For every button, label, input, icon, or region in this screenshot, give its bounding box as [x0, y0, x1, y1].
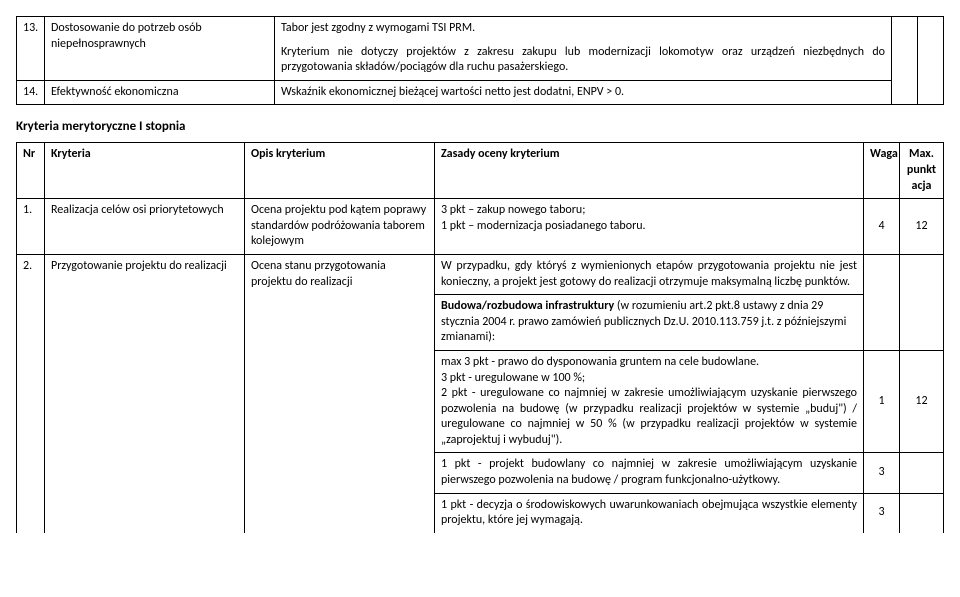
zasady-line: 2 pkt - uregulowane co najmniej w zakres… [441, 386, 857, 448]
header-nr: Nr [17, 143, 45, 199]
cell-zasady: 1 pkt - decyzja o środowiskowych uwarunk… [435, 493, 864, 533]
cell-zasady: 1 pkt - projekt budowlany co najmniej w … [435, 453, 864, 493]
cell-num: 13. [17, 17, 45, 81]
cell-name: Dostosowanie do potrzeb osób niepełnospr… [45, 17, 275, 81]
cell-name: Efektywność ekonomiczna [45, 80, 275, 105]
cell-zasady: max 3 pkt - prawo do dysponowania grunte… [435, 350, 864, 453]
cell-waga: 4 [864, 199, 900, 255]
zasady-line: max 3 pkt - prawo do dysponowania grunte… [441, 355, 857, 371]
cell-max [900, 453, 944, 493]
section-title: Kryteria merytoryczne I stopnia [16, 119, 944, 134]
cell-desc: Wskaźnik ekonomicznej bieżącej wartości … [275, 80, 892, 105]
header-max: Max. punkt acja [900, 143, 944, 199]
cell-waga [864, 254, 900, 350]
table-row: 1. Realizacja celów osi priorytetowych O… [17, 199, 944, 255]
cell-opis: Ocena stanu przygotowania projektu do re… [245, 254, 435, 532]
table-prerequisites: 13. Dostosowanie do potrzeb osób niepełn… [16, 16, 944, 105]
table-header-row: Nr Kryteria Opis kryterium Zasady oceny … [17, 143, 944, 199]
table-row: 2. Przygotowanie projektu do realizacji … [17, 254, 944, 294]
header-opis: Opis kryterium [245, 143, 435, 199]
cell-opis: Ocena projektu pod kątem poprawy standar… [245, 199, 435, 255]
cell-empty [892, 17, 918, 105]
header-zasady: Zasady oceny kryterium [435, 143, 864, 199]
header-kryteria: Kryteria [45, 143, 245, 199]
table-row: 13. Dostosowanie do potrzeb osób niepełn… [17, 17, 944, 81]
cell-zasady: W przypadku, gdy któryś z wymienionych e… [435, 254, 864, 294]
table-criteria: Nr Kryteria Opis kryterium Zasady oceny … [16, 142, 944, 532]
cell-max: 12 [900, 199, 944, 255]
cell-num: 1. [17, 199, 45, 255]
table-row: 14. Efektywność ekonomiczna Wskaźnik eko… [17, 80, 944, 105]
cell-max [900, 493, 944, 533]
cell-num: 2. [17, 254, 45, 532]
cell-empty [918, 17, 944, 105]
zasady-bold: Budowa/rozbudowa infrastruktury [441, 299, 614, 313]
zasady-line: 3 pkt - uregulowane w 100 %; [441, 371, 857, 387]
cell-num: 14. [17, 80, 45, 105]
cell-max [900, 254, 944, 350]
cell-waga: 3 [864, 453, 900, 493]
cell-max: 12 [900, 350, 944, 453]
cell-name: Przygotowanie projektu do realizacji [45, 254, 245, 532]
zasady-line: 3 pkt – zakup nowego taboru; [441, 203, 857, 219]
header-waga: Waga [864, 143, 900, 199]
cell-desc: Tabor jest zgodny z wymogami TSI PRM. Kr… [275, 17, 892, 81]
cell-zasady: 3 pkt – zakup nowego taboru; 1 pkt – mod… [435, 199, 864, 255]
cell-zasady: Budowa/rozbudowa infrastruktury (w rozum… [435, 295, 864, 351]
zasady-line: 1 pkt – modernizacja posiadanego taboru. [441, 219, 857, 235]
desc-line: Kryterium nie dotyczy projektów z zakres… [281, 45, 885, 76]
desc-line: Tabor jest zgodny z wymogami TSI PRM. [281, 21, 885, 37]
cell-waga: 1 [864, 350, 900, 453]
cell-name: Realizacja celów osi priorytetowych [45, 199, 245, 255]
cell-waga: 3 [864, 493, 900, 533]
